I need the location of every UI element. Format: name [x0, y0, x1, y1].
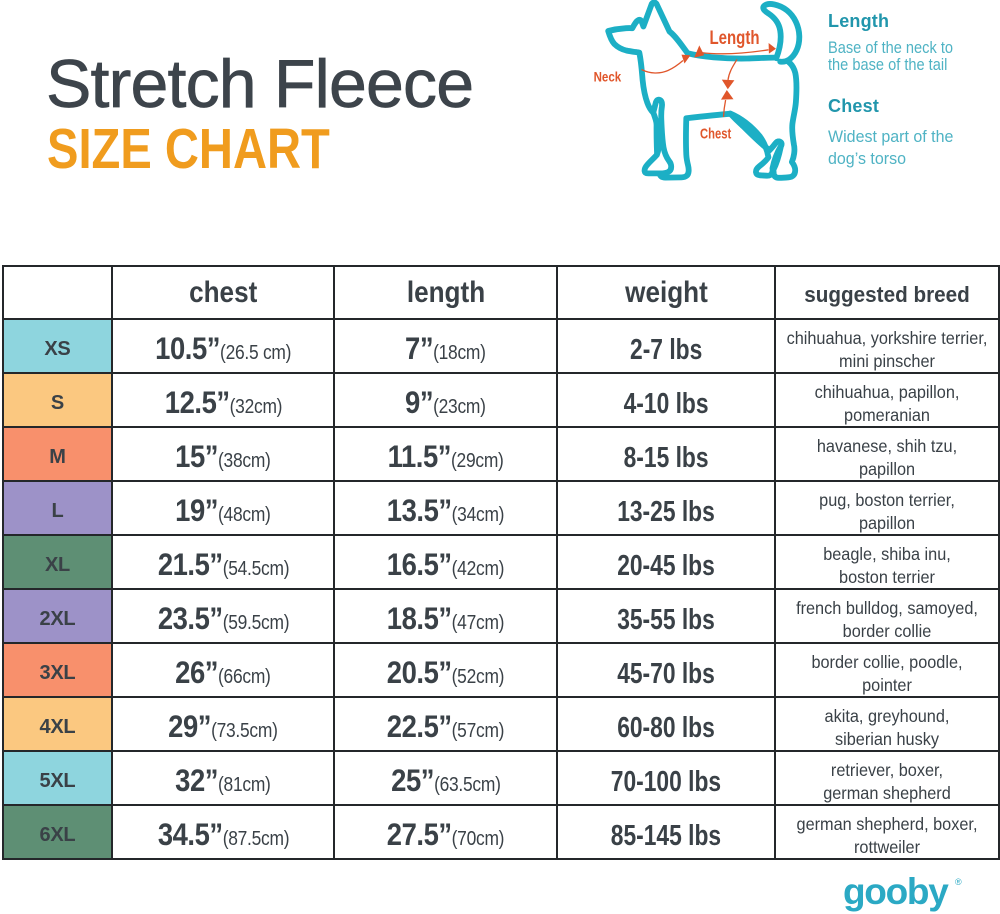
- svg-text:Neck: Neck: [594, 70, 622, 85]
- svg-text:Chest: Chest: [700, 126, 731, 142]
- svg-text:Length: Length: [710, 28, 760, 49]
